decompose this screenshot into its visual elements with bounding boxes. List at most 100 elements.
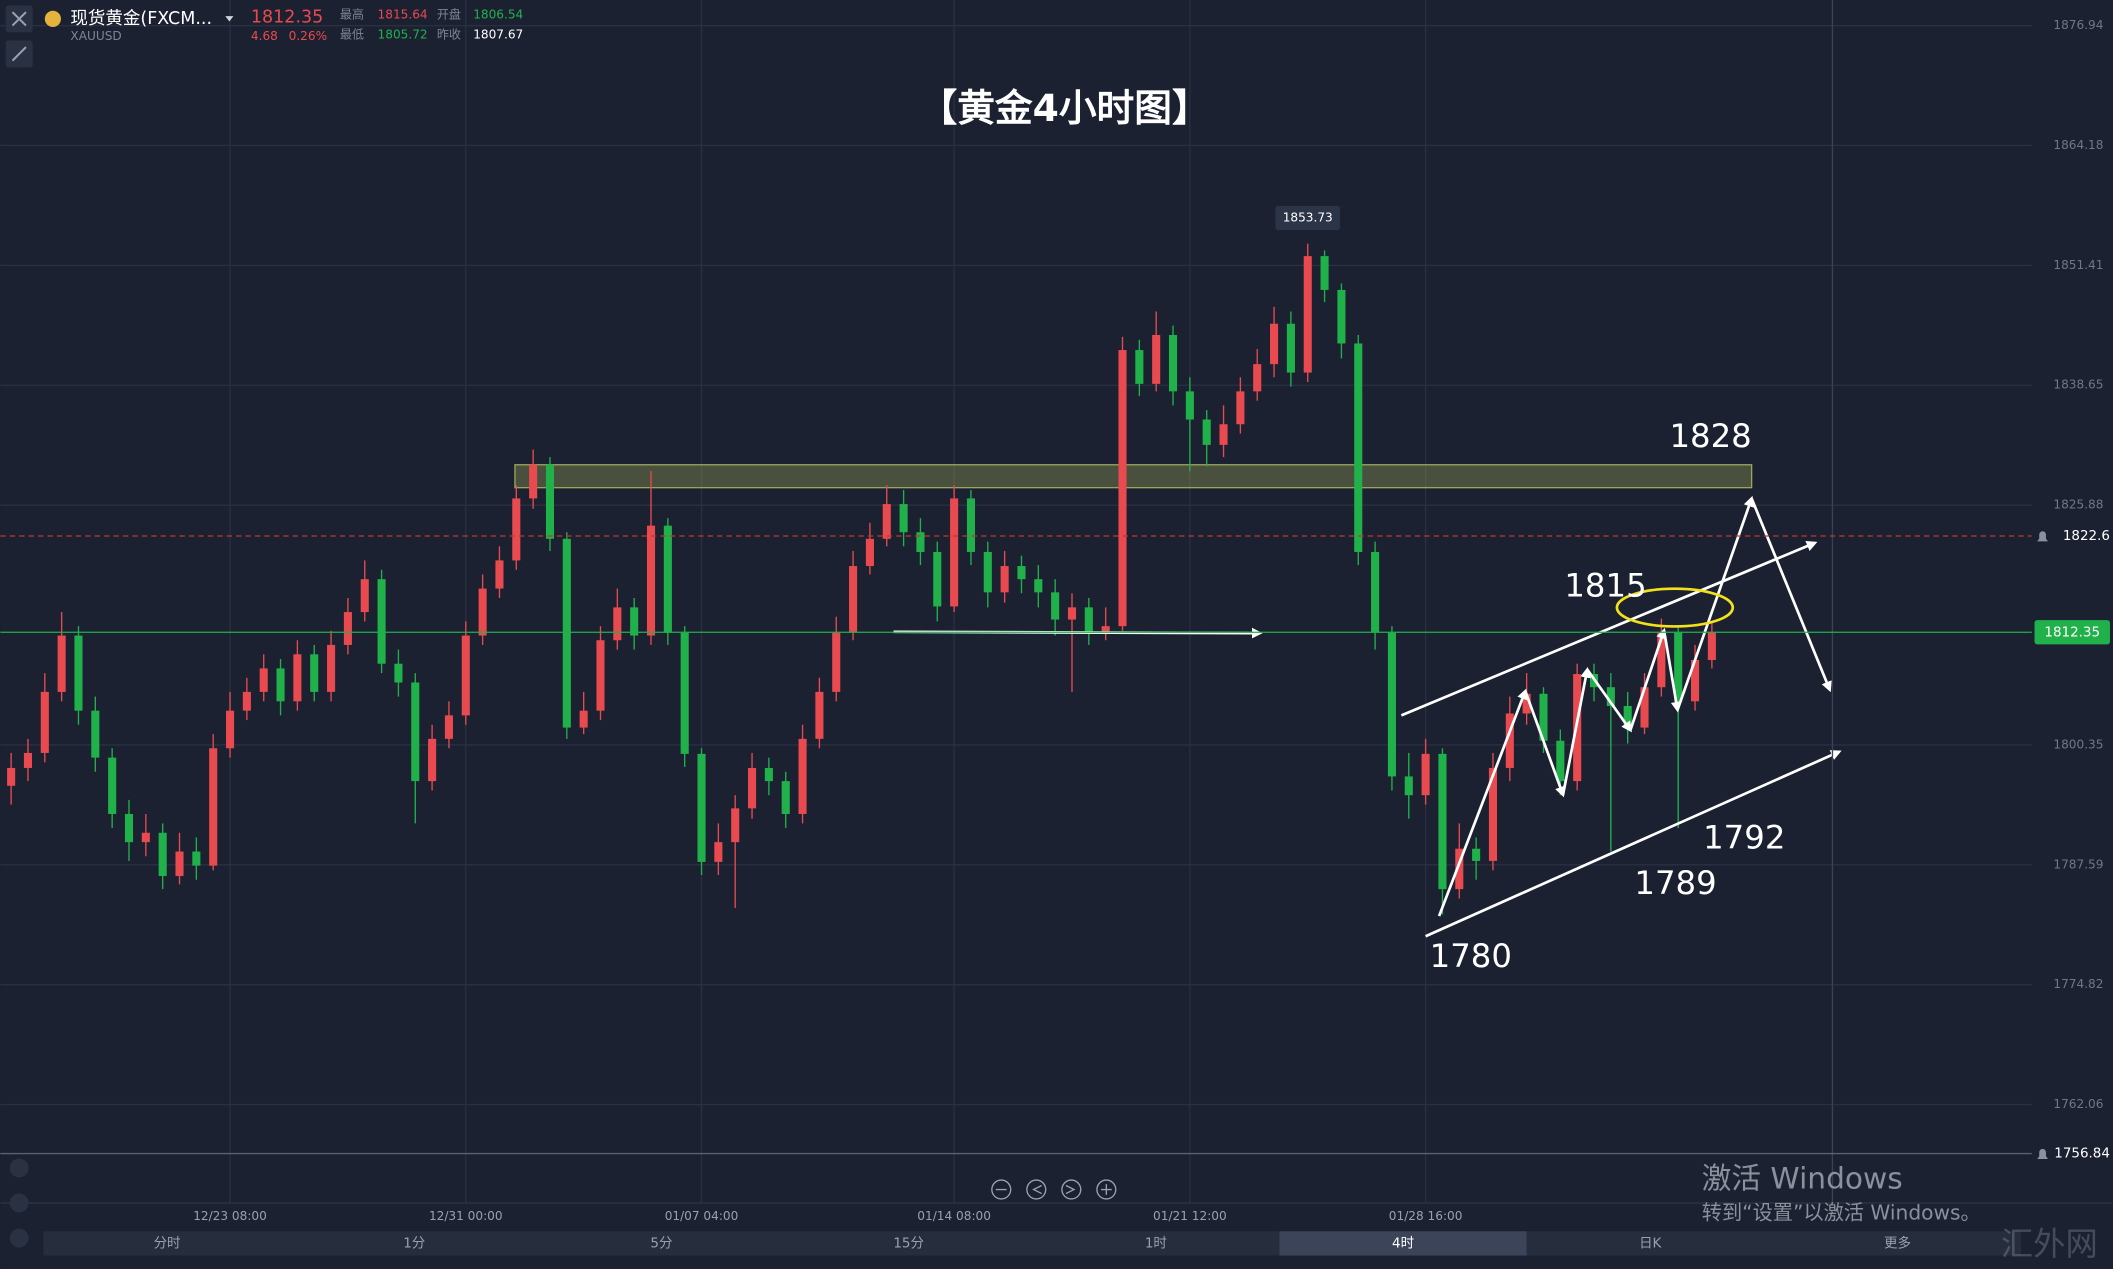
candle-body (663, 525, 672, 633)
x-tick-label: 12/23 08:00 (193, 1209, 267, 1223)
candle-body (495, 560, 504, 589)
candle-body (1404, 776, 1413, 796)
tab-label: 4时 (1392, 1235, 1414, 1251)
candle-body (1219, 424, 1228, 445)
tool-button[interactable] (9, 1158, 29, 1178)
candle-body (865, 538, 874, 567)
chart-title: 【黄金4小时图】 (920, 86, 1210, 130)
max-marker-box (1275, 205, 1341, 231)
candle-body (40, 691, 49, 753)
dropdown[interactable] (225, 16, 234, 22)
tab[interactable] (1279, 1231, 1527, 1256)
y-tick-label: 1800.35 (2053, 737, 2103, 751)
left-tools (9, 1158, 29, 1248)
candle-body (124, 813, 134, 843)
x-tick-label: 01/28 16:00 (1389, 1209, 1463, 1223)
candle-body (411, 682, 420, 782)
candle-body (1101, 626, 1110, 633)
candle-body (327, 644, 336, 692)
candle-body (1371, 551, 1380, 633)
tab-label: 1时 (1145, 1235, 1167, 1251)
candle-body (1168, 335, 1178, 392)
y-tick-label: 1825.88 (2053, 498, 2103, 512)
candle-body (1152, 335, 1161, 384)
candle-body (1505, 713, 1514, 768)
candle-body (1236, 391, 1245, 425)
zoom-controls (991, 1179, 1117, 1200)
candle-body (343, 612, 352, 645)
zoom-in[interactable] (1096, 1179, 1117, 1200)
candle-body (74, 635, 83, 711)
y-tick-label: 1876.94 (2053, 18, 2103, 32)
candle-body (798, 738, 807, 814)
candle-body (1337, 289, 1346, 344)
y-tick-label: 1851.41 (2053, 258, 2103, 272)
symbol-code: XAUUSD (70, 29, 121, 43)
close-icon (11, 11, 27, 27)
candle-body (731, 808, 740, 843)
wave (1561, 666, 1592, 796)
candle-body (815, 691, 824, 739)
wave (1750, 497, 1832, 693)
candle-body (1067, 607, 1077, 620)
candle-body (680, 632, 689, 754)
candle-body (1438, 753, 1447, 890)
activation-title: 激活 Windows (1702, 1161, 1903, 1196)
candle-body (377, 579, 386, 664)
tabs: 分时 1分 5分 15分 1时 4时 日K 更多 (154, 1231, 1911, 1256)
y-tick-label: 1864.18 (2053, 138, 2103, 152)
highlight-ellipse (1615, 587, 1735, 628)
candle-body (57, 635, 66, 692)
candle-body (108, 757, 117, 814)
tab-label: 5分 (650, 1235, 672, 1251)
candle-body (1202, 419, 1211, 445)
annotation: 1789 (1634, 864, 1716, 902)
candle-body (242, 691, 251, 711)
wave (1524, 690, 1566, 798)
candle-body (1253, 364, 1262, 392)
stat-label: 开盘 (437, 6, 461, 21)
wave (1586, 668, 1632, 733)
candle-body (916, 532, 925, 552)
candle-body (1455, 848, 1464, 890)
y-tick-label: 1762.06 (2053, 1097, 2103, 1111)
candle-body (175, 851, 184, 876)
candle-body (579, 710, 588, 728)
candle-body (899, 504, 908, 533)
stat-value: 1815.64 (378, 7, 428, 21)
price-label: 1822.6 (2063, 528, 2110, 544)
channel-top (1400, 541, 1818, 717)
candle-body (1623, 705, 1632, 728)
symbol-name: 现货黄金(FXCM... (70, 9, 212, 29)
candle-body (23, 752, 33, 768)
candle-body (596, 640, 605, 711)
candle-body (714, 842, 723, 862)
tool-button[interactable] (9, 1193, 29, 1213)
wave (1629, 627, 1667, 731)
candle-body (1017, 566, 1026, 580)
rewind[interactable] (1026, 1179, 1047, 1200)
candle-body (1472, 848, 1481, 861)
zoom-out[interactable] (991, 1179, 1012, 1200)
candle-body (310, 654, 319, 692)
forward[interactable] (1061, 1179, 1082, 1200)
candle-body (7, 767, 16, 786)
x-tick-label: 01/21 12:00 (1153, 1209, 1227, 1223)
tool-button[interactable] (9, 1228, 29, 1248)
candle-body (966, 498, 975, 552)
candle-body (512, 498, 521, 561)
annotation: 1792 (1703, 818, 1785, 856)
annotations: 1828 1815 1792 1789 1780 (1430, 417, 1786, 975)
candle-body (630, 607, 639, 636)
annotation: 1828 (1669, 417, 1751, 455)
resistance-zone (514, 464, 1753, 489)
header: 现货黄金(FXCM... XAUUSD 1812.35 4.68 0.26% 最… (5, 5, 524, 68)
candle-body (158, 832, 167, 876)
bell-icon (2037, 1148, 2048, 1159)
candle-body (545, 464, 555, 539)
price: 1812.35 (251, 8, 323, 28)
candle-body (1135, 350, 1144, 384)
candle-body (293, 654, 302, 702)
candle-body (748, 767, 757, 809)
